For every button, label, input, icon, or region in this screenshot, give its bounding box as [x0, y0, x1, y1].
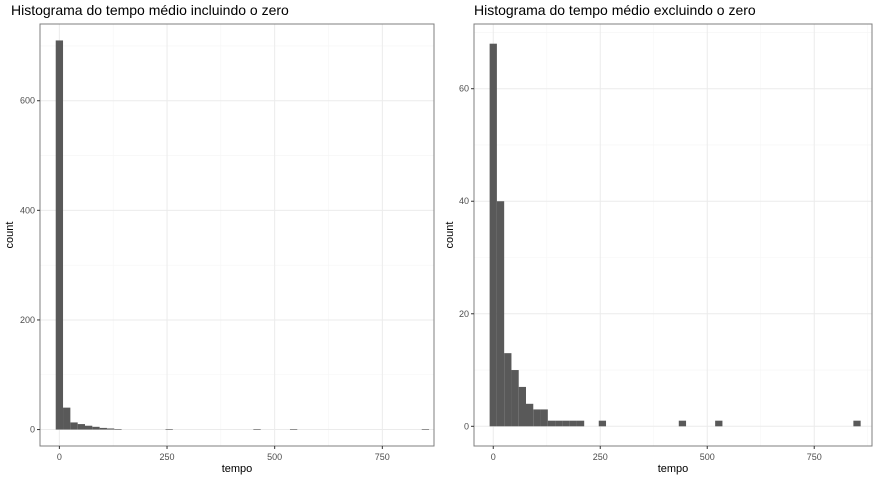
x-tick-label: 0 [57, 452, 62, 462]
x-tick-label: 750 [375, 452, 390, 462]
x-axis-title: tempo [658, 463, 689, 475]
histogram-bar [421, 429, 430, 430]
histogram-bar [533, 409, 541, 427]
histogram-panel-including-zero: Histograma do tempo médio incluindo o ze… [4, 2, 435, 475]
histogram-bar [63, 407, 71, 430]
histogram-bar [562, 420, 570, 427]
histogram-bar [576, 420, 585, 427]
x-tick-label: 250 [160, 452, 175, 462]
histogram-bar [99, 427, 107, 430]
x-tick-label: 250 [593, 452, 608, 462]
y-tick-label: 40 [459, 196, 469, 206]
histogram-bar [70, 422, 78, 430]
y-axis-title: count [4, 222, 16, 249]
y-tick-label: 600 [20, 96, 35, 106]
x-tick-label: 0 [491, 452, 496, 462]
histogram-bar [496, 201, 505, 427]
y-tick-label: 20 [459, 309, 469, 319]
histogram-bar [77, 424, 85, 430]
histogram-bar [504, 353, 512, 427]
histogram-bar [55, 40, 64, 430]
x-tick-label: 750 [807, 452, 822, 462]
histogram-panel-excluding-zero: Histograma do tempo médio excluindo o ze… [440, 0, 880, 480]
y-tick-label: 400 [20, 205, 35, 215]
histogram-bar [84, 425, 93, 430]
x-tick-label: 500 [267, 452, 282, 462]
histogram-bar [598, 420, 607, 427]
y-tick-label: 200 [20, 315, 35, 325]
histogram-bar [555, 420, 563, 427]
histogram-chart: 0 250 500 750 0 200 400 600 tempo count [4, 23, 435, 475]
histogram-bar [525, 403, 534, 427]
panel-border [39, 23, 435, 447]
panel-border [473, 23, 873, 447]
histogram-bar [540, 409, 548, 427]
histogram-bar [92, 426, 100, 430]
histogram-bar [853, 420, 861, 427]
histogram-bar [569, 420, 577, 427]
chart-title: Histograma do tempo médio incluindo o ze… [11, 2, 289, 18]
y-tick-label: 60 [459, 84, 469, 94]
histogram-chart: 0 250 500 750 0 20 40 60 tempo count [444, 23, 873, 475]
x-tick-label: 500 [700, 452, 715, 462]
histogram-bar [289, 429, 298, 430]
histogram-bar [489, 43, 497, 427]
histogram-bar [114, 429, 122, 430]
histogram-bar [547, 420, 556, 427]
x-axis-title: tempo [222, 463, 253, 475]
histogram-bar [165, 429, 173, 430]
histogram-bar [715, 420, 723, 427]
y-tick-label: 0 [464, 421, 469, 431]
histogram-bar [511, 370, 519, 427]
histogram-bar [253, 429, 261, 430]
y-axis-title: count [444, 222, 456, 249]
chart-title: Histograma do tempo médio excluindo o ze… [474, 2, 756, 18]
histogram-bar [678, 420, 687, 427]
histogram-bar [518, 386, 526, 427]
y-tick-label: 0 [30, 425, 35, 435]
histogram-bar [106, 428, 115, 430]
